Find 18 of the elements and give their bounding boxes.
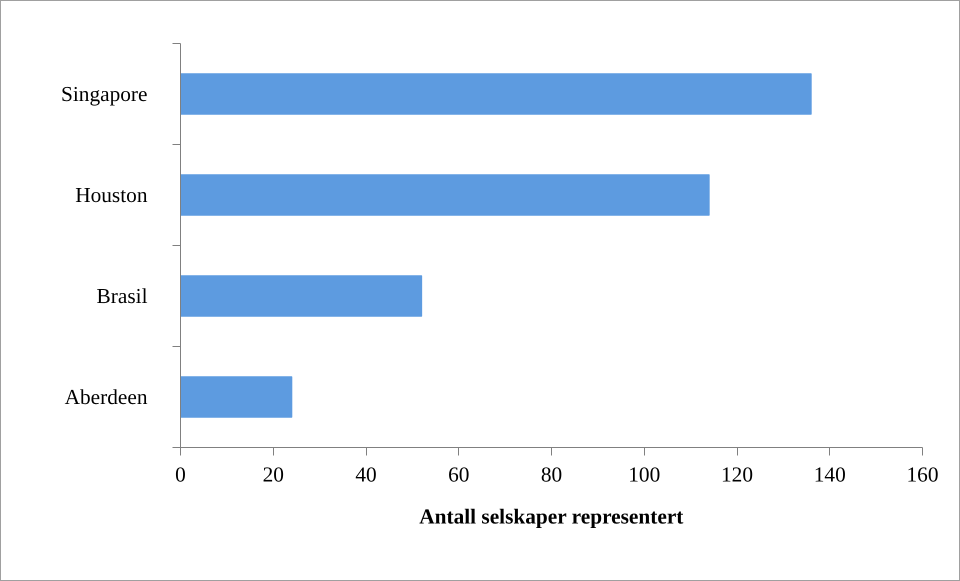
x-tick-label: 40 (355, 462, 377, 486)
bar (180, 73, 812, 115)
x-tick-label: 60 (448, 462, 470, 486)
x-tick-label: 140 (814, 462, 846, 486)
x-tick-label: 100 (628, 462, 660, 486)
bar (180, 174, 710, 216)
bar (180, 275, 422, 317)
x-tick-label: 0 (175, 462, 186, 486)
y-tick-label: Singapore (61, 82, 148, 106)
x-tick-label: 20 (262, 462, 284, 486)
y-tick-label: Brasil (96, 284, 148, 308)
x-axis-title: Antall selskaper representert (419, 504, 684, 528)
x-tick-label: 80 (540, 462, 562, 486)
y-tick-label: Houston (75, 183, 148, 207)
x-tick-label: 120 (721, 462, 754, 486)
bar (180, 376, 292, 418)
y-tick-label: Aberdeen (64, 385, 148, 409)
x-tick-label: 160 (906, 462, 939, 486)
